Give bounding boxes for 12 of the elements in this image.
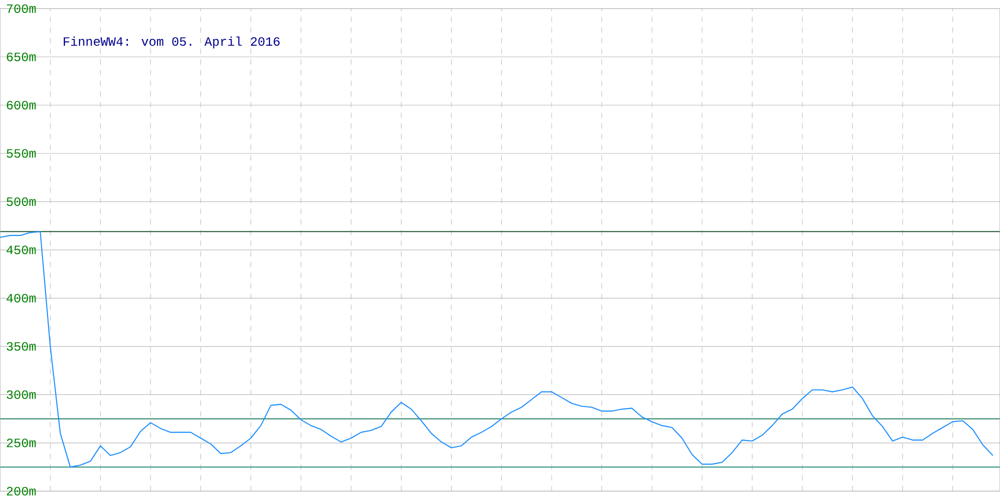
y-tick-label: 550m [6,149,36,158]
y-tick-label: 650m [6,52,36,62]
y-tick-label: 600m [6,100,36,110]
y-tick-label: 250m [6,438,36,448]
y-tick-label: 500m [6,197,36,206]
y-tick-label: 700m [6,4,36,14]
y-tick-label: 200m [6,486,36,496]
y-tick-label: 350m [6,342,36,351]
y-tick-label: 300m [6,390,36,400]
text: FinneWW4: vom 05. April 2016 [64,36,280,48]
y-tick-label: 450m [6,246,36,254]
y-tick-label: 400m [6,294,36,303]
